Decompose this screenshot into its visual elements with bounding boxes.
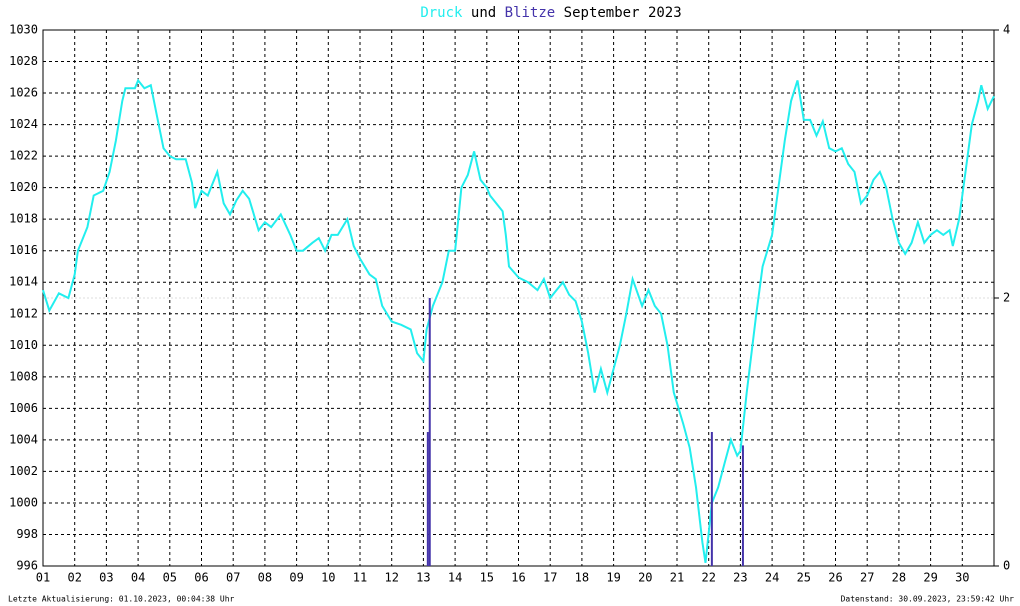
x-tick-label: 29 — [923, 571, 937, 585]
x-tick-label: 18 — [575, 571, 589, 585]
x-tick-label: 30 — [955, 571, 969, 585]
y2-tick-label: 0 — [1003, 559, 1010, 573]
x-tick-label: 09 — [289, 571, 303, 585]
x-tick-label: 17 — [543, 571, 557, 585]
x-tick-label: 28 — [892, 571, 906, 585]
x-tick-label: 26 — [828, 571, 842, 585]
x-tick-label: 15 — [480, 571, 494, 585]
x-tick-label: 04 — [131, 571, 145, 585]
x-tick-label: 03 — [99, 571, 113, 585]
x-tick-label: 27 — [860, 571, 874, 585]
x-tick-label: 23 — [733, 571, 747, 585]
x-tick-label: 10 — [321, 571, 335, 585]
x-tick-label: 13 — [416, 571, 430, 585]
y-tick-label: 1030 — [9, 23, 38, 37]
x-tick-label: 25 — [797, 571, 811, 585]
title-month: September 2023 — [564, 5, 682, 21]
title-und: und — [471, 5, 496, 21]
plot-frame — [42, 29, 995, 567]
y-tick-label: 1012 — [9, 306, 38, 320]
x-tick-label: 08 — [258, 571, 272, 585]
lightning-bar — [426, 432, 429, 566]
lightning-bar — [741, 445, 744, 566]
x-tick-label: 12 — [384, 571, 398, 585]
lightning-bar — [428, 298, 431, 566]
x-tick-label: 19 — [606, 571, 620, 585]
x-tick-label: 07 — [226, 571, 240, 585]
x-tick-label: 01 — [36, 571, 50, 585]
y-tick-label: 1028 — [9, 54, 38, 68]
footer-left: Letzte Aktualisierung: 01.10.2023, 00:04… — [8, 595, 235, 604]
y-tick-label: 1024 — [9, 117, 38, 131]
x-tick-label: 06 — [194, 571, 208, 585]
title-druck: Druck — [420, 5, 463, 21]
y-tick-label: 1018 — [9, 212, 38, 226]
y-tick-label: 1016 — [9, 243, 38, 257]
y-tick-label: 1004 — [9, 432, 38, 446]
y-tick-label: 1026 — [9, 86, 38, 100]
y-tick-label: 1008 — [9, 369, 38, 383]
chart-title: Druck und Blitze September 2023 — [420, 5, 681, 21]
x-tick-label: 11 — [353, 571, 367, 585]
y2-tick-label: 2 — [1003, 291, 1010, 305]
x-tick-label: 14 — [448, 571, 462, 585]
y-tick-label: 1002 — [9, 464, 38, 478]
x-tick-label: 02 — [67, 571, 81, 585]
pressure-line — [42, 78, 995, 563]
y-tick-label: 998 — [16, 527, 38, 541]
x-tick-label: 21 — [670, 571, 684, 585]
y-tick-label: 1022 — [9, 149, 38, 163]
x-tick-label: 24 — [765, 571, 779, 585]
x-tick-label: 05 — [163, 571, 177, 585]
y-tick-label: 1006 — [9, 401, 38, 415]
y2-tick-label: 4 — [1003, 23, 1010, 37]
x-tick-label: 16 — [511, 571, 525, 585]
x-tick-label: 20 — [638, 571, 652, 585]
title-blitze: Blitze — [505, 5, 556, 21]
y-tick-label: 1010 — [9, 338, 38, 352]
footer-right: Datenstand: 30.09.2023, 23:59:42 Uhr — [841, 595, 1015, 604]
y-tick-label: 1000 — [9, 495, 38, 509]
y-tick-label: 1020 — [9, 180, 38, 194]
x-tick-label: 22 — [701, 571, 715, 585]
y-tick-label: 996 — [16, 559, 38, 573]
lightning-bar — [710, 432, 713, 566]
y-tick-label: 1014 — [9, 275, 38, 289]
